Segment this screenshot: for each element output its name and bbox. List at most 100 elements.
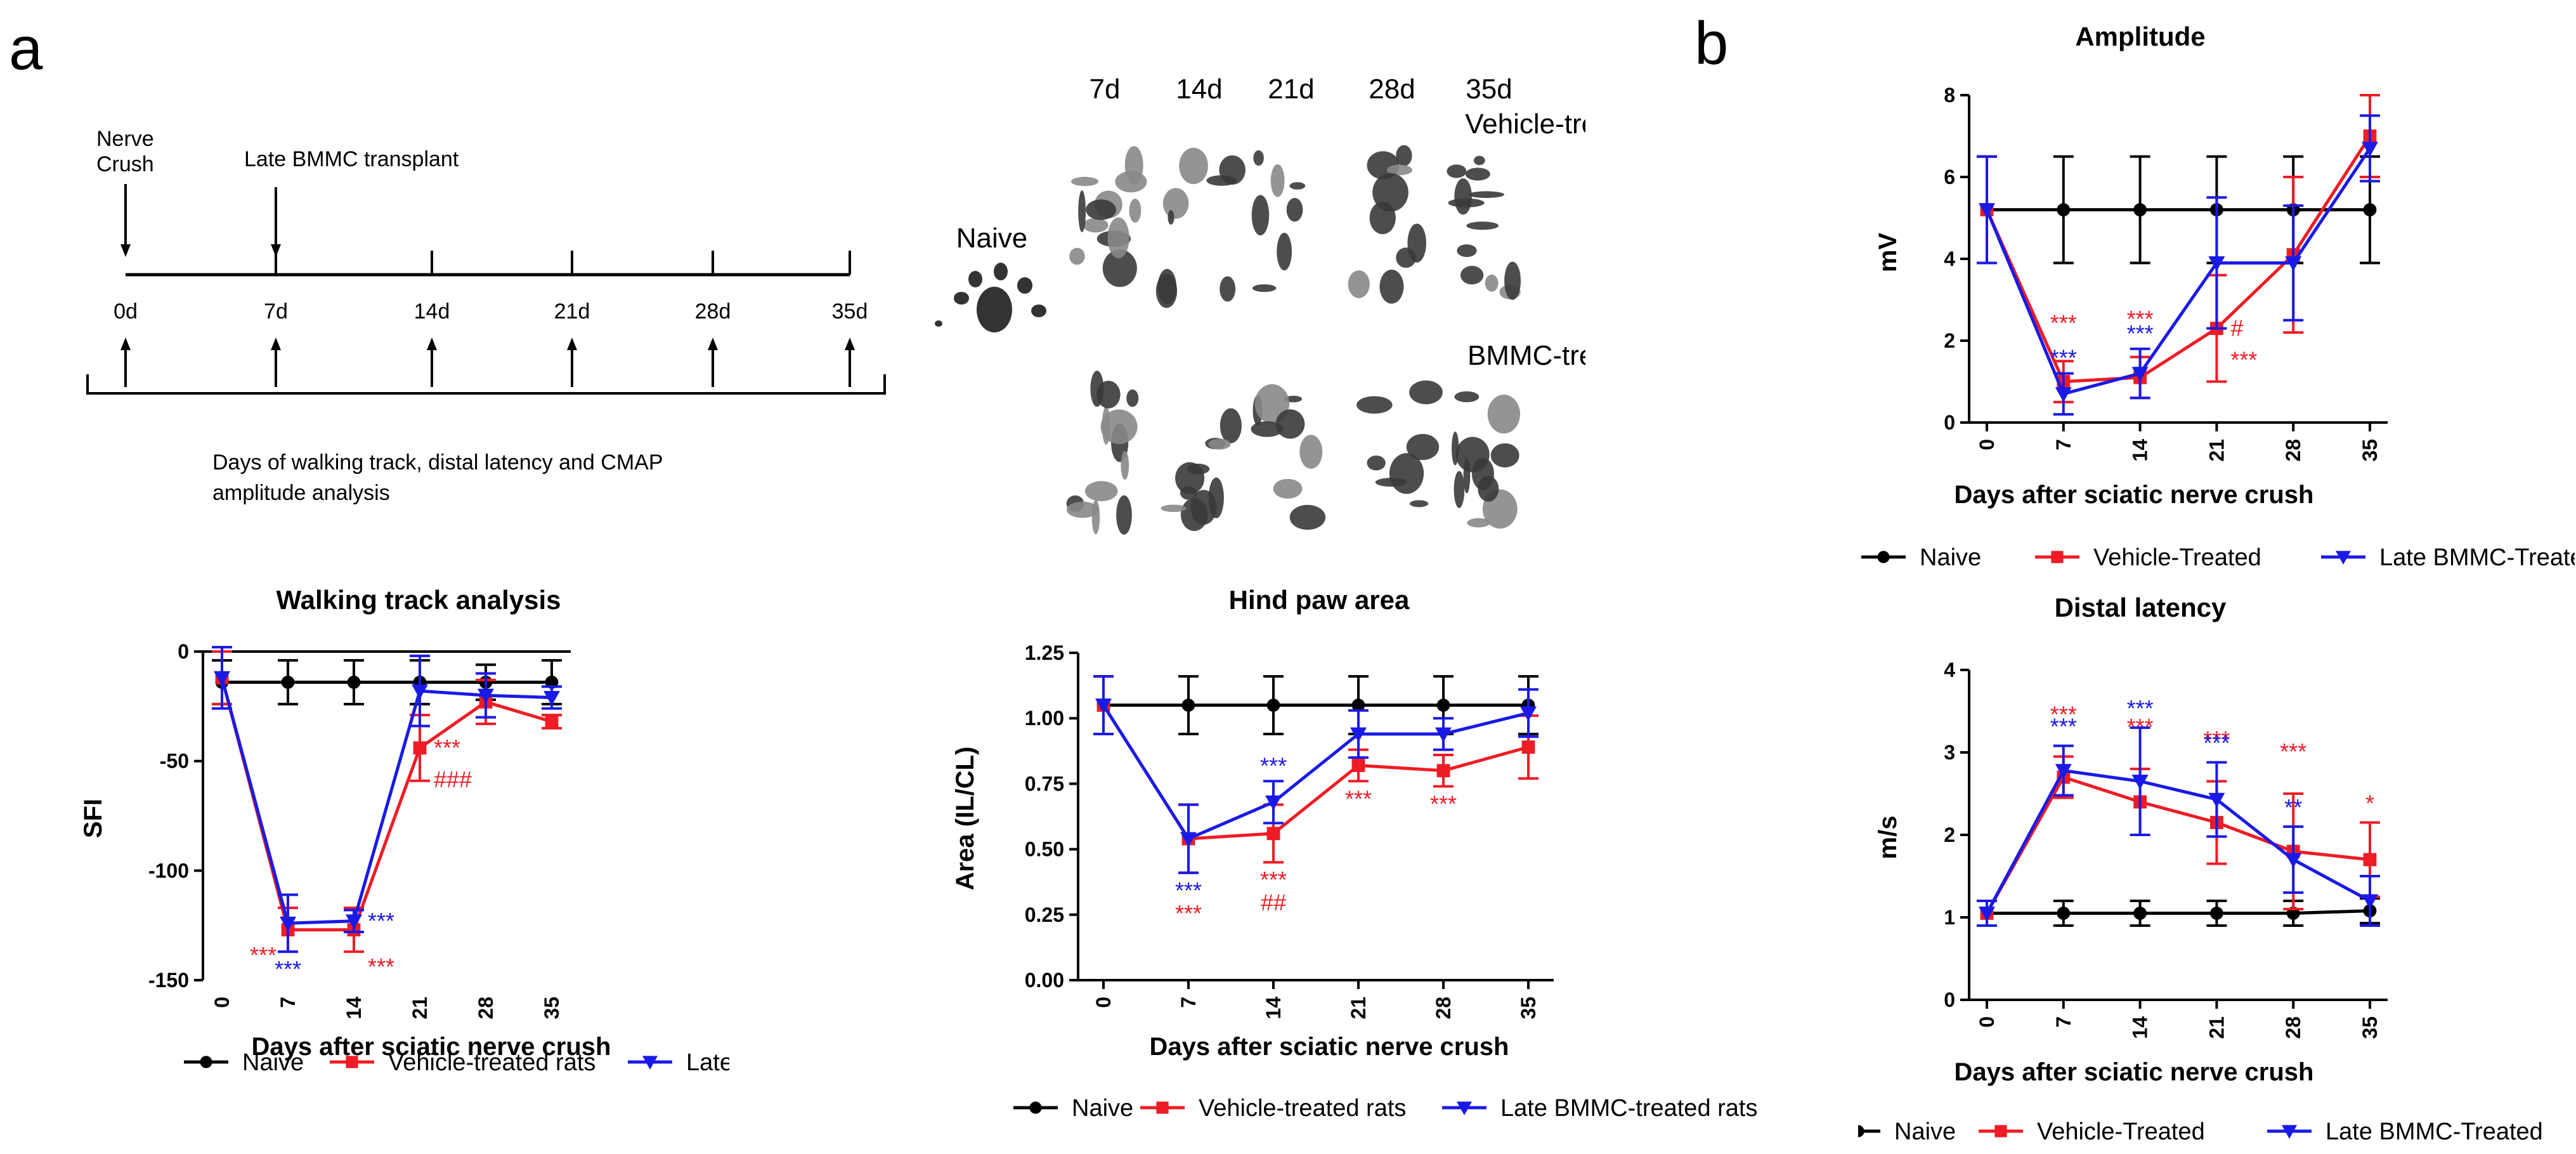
paw-print-mark bbox=[1448, 198, 1485, 207]
paw-print-mark bbox=[1220, 276, 1236, 302]
y-tick-label: 8 bbox=[1944, 84, 1955, 107]
panel-letter-b: b bbox=[1695, 10, 1729, 77]
timeline-bracket bbox=[86, 374, 886, 395]
x-axis-title: Days after sciatic nerve crush bbox=[1955, 481, 2314, 509]
point-marker-circle bbox=[1436, 698, 1450, 712]
timeline-caption-line2: amplitude analysis bbox=[212, 481, 390, 505]
point-marker-triangle bbox=[2282, 1125, 2297, 1139]
paw-print-mark bbox=[1251, 421, 1284, 437]
x-tick-label: 14 bbox=[2129, 1016, 2152, 1039]
y-tick-label: -50 bbox=[160, 750, 189, 773]
legend-label: Vehicle-Treated bbox=[2037, 1118, 2205, 1145]
x-axis-title: Days after sciatic nerve crush bbox=[1955, 1058, 2314, 1086]
chart-title: Distal latency bbox=[2055, 596, 2227, 622]
paw-print-mark bbox=[1457, 244, 1477, 258]
point-marker-circle bbox=[1877, 551, 1890, 563]
significance-annotation: ### bbox=[434, 766, 472, 792]
paw-print-mark bbox=[1386, 164, 1413, 176]
point-marker-circle bbox=[1029, 1101, 1042, 1114]
legend-label: Naive bbox=[242, 1049, 304, 1076]
legend-label: Late BMMC-Treated bbox=[2379, 544, 2575, 571]
paw-print-mark bbox=[1466, 221, 1499, 230]
x-axis-title: Days after sciatic nerve crush bbox=[1150, 1033, 1509, 1061]
x-tick-label: 14 bbox=[2129, 439, 2152, 462]
x-tick-label: 35 bbox=[1517, 997, 1540, 1020]
paw-print-mark bbox=[1126, 389, 1139, 407]
x-tick-label: 7 bbox=[1177, 997, 1200, 1008]
point-marker-triangle bbox=[1979, 203, 1995, 218]
legend-label: Vehicle-Treated bbox=[2093, 544, 2261, 571]
paw-print-mark bbox=[1096, 381, 1121, 409]
paw-print-mark bbox=[1289, 504, 1326, 530]
point-marker-triangle bbox=[2208, 792, 2225, 808]
paw-print-mark bbox=[1460, 266, 1484, 285]
footprint-day-label: 21d bbox=[1268, 74, 1314, 105]
paw-print-mark bbox=[1084, 481, 1118, 502]
naive-series-line bbox=[1987, 909, 2371, 915]
point-marker-triangle bbox=[280, 916, 296, 932]
chart-title: Amplitude bbox=[2075, 22, 2205, 51]
paw-print-mark bbox=[1454, 471, 1465, 508]
point-marker-triangle bbox=[2055, 764, 2072, 779]
up-arrow-head bbox=[271, 338, 281, 350]
timeline-diagram: Nerve Crush Late BMMC transplant 0d 7d 14d… bbox=[86, 127, 886, 505]
significance-annotation: *** bbox=[2127, 714, 2154, 740]
legend: Naive Vehicle-treated rats Late BMMC-treat… bbox=[1013, 1095, 1757, 1122]
y-tick-label: 2 bbox=[1944, 823, 1955, 846]
y-tick-label: 0 bbox=[178, 640, 189, 663]
significance-annotation: *** bbox=[250, 942, 276, 968]
point-marker-square bbox=[1994, 1125, 2007, 1138]
paw-print-mark bbox=[1129, 199, 1142, 223]
timeline-tick-label: 14d bbox=[414, 299, 450, 324]
y-tick-label: 0.50 bbox=[1025, 838, 1064, 861]
significance-annotation: *** bbox=[1260, 752, 1287, 778]
paw-print-mark bbox=[1102, 249, 1137, 287]
x-axis-title: Days after sciatic nerve crush bbox=[252, 1033, 611, 1061]
vehicle-treated-label: Vehicle-treated bbox=[1465, 108, 1585, 140]
paw-print-mark bbox=[1066, 501, 1099, 518]
point-marker-circle bbox=[2363, 203, 2377, 216]
paw-print-mark bbox=[1251, 195, 1270, 236]
legend-label: Late BMMC-treated bbox=[686, 1049, 729, 1076]
paw-print-mark bbox=[1253, 150, 1264, 166]
paw-print-mark bbox=[1455, 436, 1490, 473]
point-marker-triangle bbox=[2208, 256, 2225, 272]
point-marker-circle bbox=[1181, 698, 1195, 712]
y-tick-label: 1.25 bbox=[1025, 641, 1064, 664]
y-tick-label: 0 bbox=[1944, 988, 1955, 1011]
x-tick-label: 7 bbox=[2052, 439, 2075, 450]
y-tick-label: -150 bbox=[148, 969, 189, 992]
walking-track-chart: Walking track analysis 0 -50 -100 -150 0 7 14 2… bbox=[79, 585, 729, 1076]
paw-print-mark bbox=[1396, 145, 1412, 167]
bmmc-series-line bbox=[220, 677, 552, 925]
paw-print-mark bbox=[1277, 232, 1292, 271]
hindpaw-plot-area: 0.000.250.500.751.001.250 7 14 21 28 35******… bbox=[1025, 641, 1554, 1020]
significance-annotation: ## bbox=[1261, 889, 1286, 915]
paw-print-mark bbox=[1252, 284, 1277, 292]
bmmc-series-line bbox=[1985, 768, 2371, 914]
paw-print-mark bbox=[1409, 380, 1443, 405]
paw-print-mark bbox=[1467, 518, 1490, 528]
x-tick-label: 21 bbox=[2205, 439, 2228, 462]
paw-print-mark bbox=[1447, 164, 1467, 178]
y-axis-title: SFI bbox=[79, 799, 107, 838]
timeline-up-arrows bbox=[120, 338, 855, 387]
timeline-tick-label: 7d bbox=[264, 299, 288, 324]
up-arrow-head bbox=[845, 338, 855, 350]
x-tick-label: 7 bbox=[2052, 1016, 2075, 1028]
footprint-day-label: 7d bbox=[1090, 74, 1121, 105]
paw-print-mark bbox=[1504, 261, 1521, 300]
vehicle-series-line bbox=[1102, 704, 1529, 841]
naive-paw-print bbox=[935, 263, 1046, 332]
footprint-day-label: 14d bbox=[1176, 74, 1222, 105]
paw-print-mark bbox=[1478, 476, 1499, 502]
paw-print-mark bbox=[1299, 435, 1323, 469]
point-marker-triangle bbox=[2131, 775, 2149, 790]
point-marker-triangle bbox=[1265, 795, 1282, 811]
significance-annotation: *** bbox=[2127, 306, 2154, 332]
legend-label: Naive bbox=[1894, 1118, 1956, 1145]
timeline-ticks: 0d 7d 14d 21d 28d 35d bbox=[114, 251, 868, 324]
paw-print-mark bbox=[1286, 197, 1303, 222]
